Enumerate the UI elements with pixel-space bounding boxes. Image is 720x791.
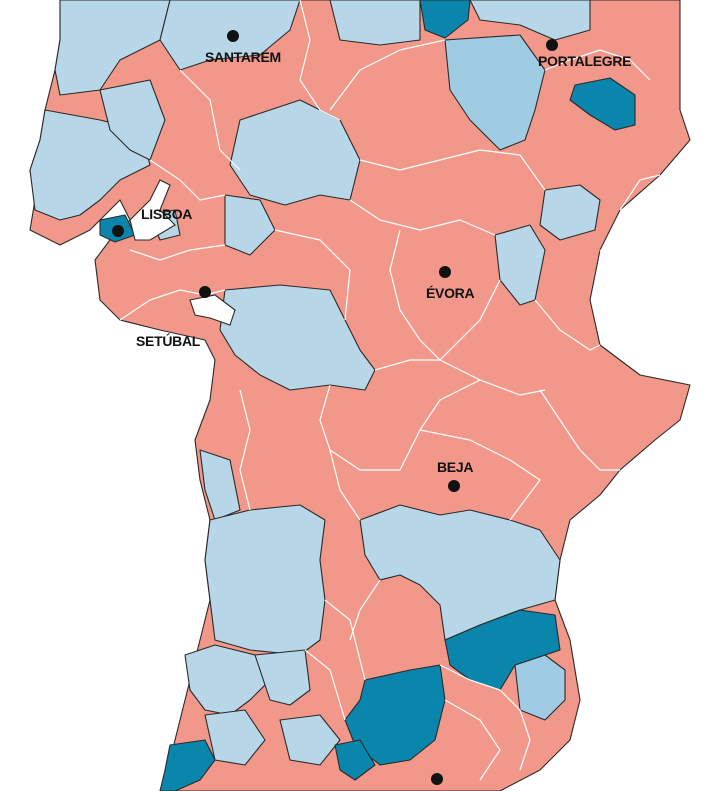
region-lb-south-west-b xyxy=(254,649,311,706)
region-db-north xyxy=(419,0,471,39)
city-santarem: SANTARÉM xyxy=(205,30,281,65)
region-db-south-centre xyxy=(344,664,446,766)
city-dot xyxy=(448,480,460,492)
border-line xyxy=(129,244,226,261)
sado-estuary xyxy=(189,294,236,326)
region-lb-setubal-south xyxy=(219,284,376,391)
border-line xyxy=(399,379,481,471)
region-lb-centre-west xyxy=(224,194,276,256)
city-dot xyxy=(112,225,124,237)
city-label: SANTARÉM xyxy=(205,49,281,65)
border-line xyxy=(374,359,546,396)
region-lb-portalegre xyxy=(444,34,546,151)
region-db-south-coast xyxy=(334,739,376,781)
border-line xyxy=(119,289,226,321)
region-db-south-west xyxy=(159,739,216,791)
city-dot xyxy=(546,39,558,51)
region-lb-south-west-a xyxy=(184,644,271,716)
border-line xyxy=(439,279,501,361)
city-label: ÉVORA xyxy=(426,285,474,301)
border-line xyxy=(274,229,351,321)
border-line xyxy=(149,159,226,201)
estuaries xyxy=(129,179,236,326)
region-lb-south-coast-b xyxy=(279,714,341,766)
border-line xyxy=(619,174,661,211)
city-portalegre: PORTALEGRE xyxy=(538,39,632,69)
border-line xyxy=(349,579,381,641)
border-line xyxy=(359,149,546,191)
tagus-estuary xyxy=(129,179,176,241)
city-lisboa: LISBOA xyxy=(112,206,193,237)
map-regions xyxy=(29,0,691,791)
city-markers: SANTARÉM PORTALEGRE LISBOA ÉVORA SETÚBAL… xyxy=(112,30,632,785)
border-line xyxy=(419,429,541,521)
border-line xyxy=(539,389,620,471)
region-lb-sw-large xyxy=(204,504,326,656)
city-label: PORTALEGRE xyxy=(538,53,631,69)
border-line xyxy=(599,249,656,331)
city-faro xyxy=(431,773,443,785)
border-line xyxy=(304,649,346,721)
region-lb-north-mid xyxy=(329,0,421,46)
city-label: LISBOA xyxy=(141,206,192,222)
city-evora: ÉVORA xyxy=(426,266,475,301)
border-line xyxy=(444,699,501,781)
region-lb-sw-coast-a xyxy=(199,449,241,521)
region-lb-east-strip xyxy=(539,184,601,241)
border-line xyxy=(239,389,251,511)
city-label: BEJA xyxy=(437,459,473,475)
city-beja: BEJA xyxy=(437,459,474,492)
city-dot xyxy=(431,773,443,785)
border-line xyxy=(389,229,441,361)
border-line xyxy=(544,49,651,81)
border-line xyxy=(179,69,241,171)
border-line xyxy=(439,664,531,771)
region-db-portalegre xyxy=(569,77,636,131)
border-line xyxy=(299,0,341,121)
city-dot xyxy=(439,266,451,278)
border-line xyxy=(329,449,361,521)
region-db-south-east xyxy=(444,609,561,691)
city-label: SETÚBAL xyxy=(136,332,201,349)
border-line xyxy=(349,199,496,236)
border-line xyxy=(534,299,601,351)
city-dot xyxy=(227,30,239,42)
municipal-borders xyxy=(119,0,661,781)
city-dot xyxy=(199,286,211,298)
border-line xyxy=(324,599,366,681)
region-lb-south-coast-a xyxy=(204,709,266,766)
border-line xyxy=(329,39,446,111)
city-setubal: SETÚBAL xyxy=(136,286,211,349)
